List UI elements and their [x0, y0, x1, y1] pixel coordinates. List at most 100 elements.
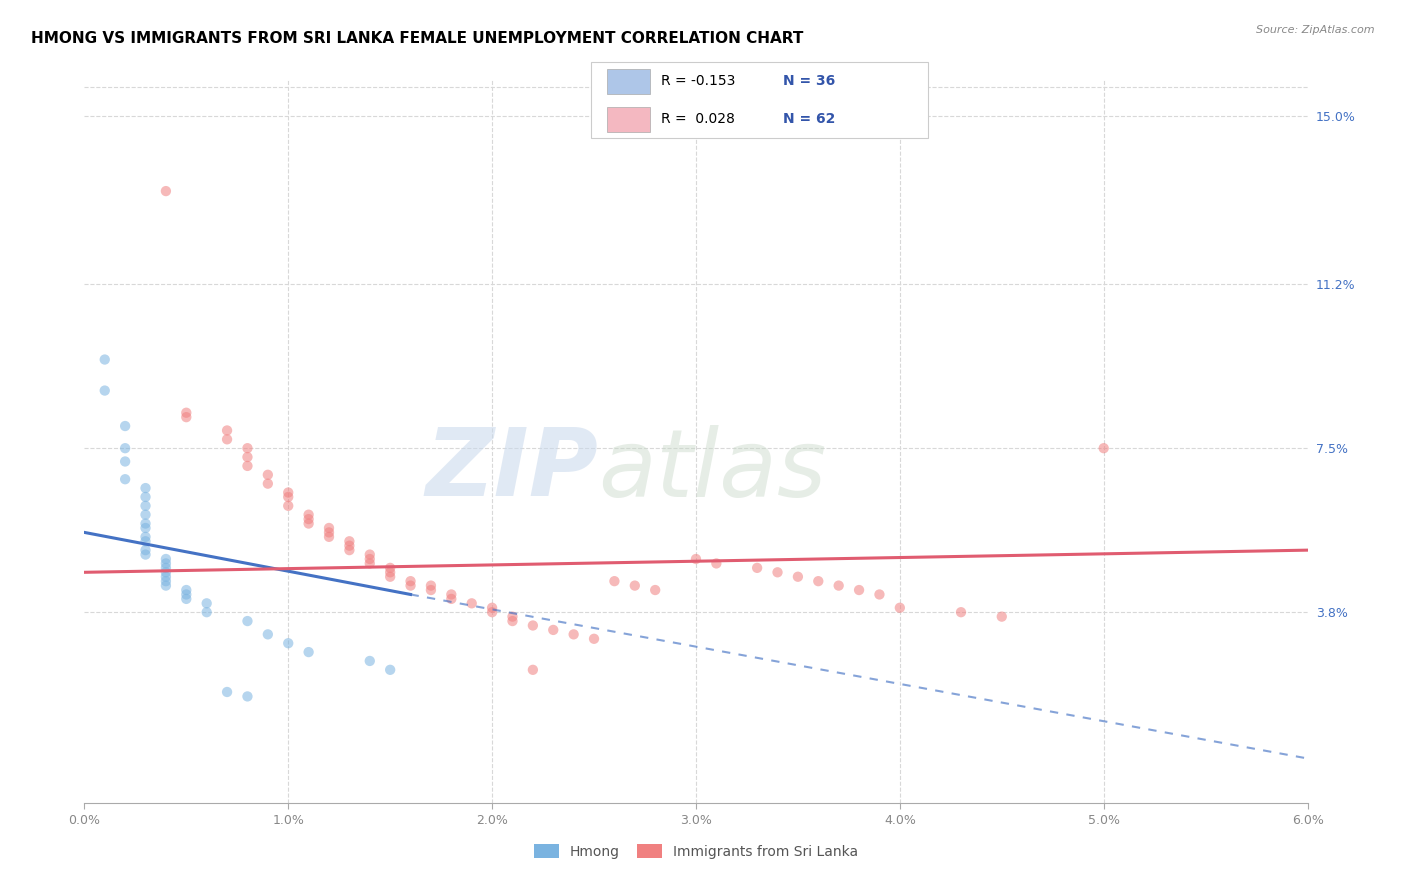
- Text: N = 62: N = 62: [783, 112, 835, 127]
- Point: [420, 582, 443, 597]
- Point: [176, 591, 198, 606]
- Text: atlas: atlas: [598, 425, 827, 516]
- Point: [399, 574, 422, 589]
- Text: HMONG VS IMMIGRANTS FROM SRI LANKA FEMALE UNEMPLOYMENT CORRELATION CHART: HMONG VS IMMIGRANTS FROM SRI LANKA FEMAL…: [31, 31, 803, 46]
- Point: [155, 570, 177, 584]
- Point: [135, 499, 157, 513]
- Point: [706, 557, 728, 571]
- Point: [195, 605, 218, 619]
- Point: [155, 561, 177, 575]
- Point: [420, 579, 443, 593]
- Point: [155, 557, 177, 571]
- Point: [889, 600, 911, 615]
- Point: [298, 512, 321, 526]
- Point: [828, 579, 851, 593]
- Point: [380, 570, 402, 584]
- Point: [685, 552, 707, 566]
- Point: [502, 614, 524, 628]
- Text: ZIP: ZIP: [425, 425, 598, 516]
- Point: [298, 516, 321, 531]
- Point: [562, 627, 585, 641]
- Point: [176, 406, 198, 420]
- Point: [277, 499, 299, 513]
- Point: [236, 450, 259, 464]
- Point: [359, 552, 381, 566]
- Text: R =  0.028: R = 0.028: [661, 112, 735, 127]
- Point: [787, 570, 810, 584]
- Point: [461, 596, 484, 610]
- Point: [135, 548, 157, 562]
- Point: [277, 490, 299, 504]
- Point: [236, 458, 259, 473]
- Point: [135, 516, 157, 531]
- Point: [135, 508, 157, 522]
- Point: [135, 534, 157, 549]
- Point: [135, 481, 157, 495]
- Point: [318, 521, 340, 535]
- Point: [359, 548, 381, 562]
- Point: [93, 352, 117, 367]
- Point: [277, 485, 299, 500]
- Point: [114, 472, 136, 486]
- Point: [257, 627, 280, 641]
- Point: [869, 587, 891, 601]
- Point: [236, 614, 259, 628]
- Point: [114, 419, 136, 434]
- Point: [807, 574, 830, 589]
- Point: [155, 574, 177, 589]
- Point: [176, 582, 198, 597]
- Point: [522, 663, 544, 677]
- Point: [1092, 441, 1115, 455]
- Point: [257, 476, 280, 491]
- Point: [766, 566, 789, 580]
- Point: [155, 552, 177, 566]
- Point: [380, 561, 402, 575]
- Point: [481, 600, 503, 615]
- Point: [135, 490, 157, 504]
- Point: [217, 424, 239, 438]
- Point: [522, 618, 544, 632]
- Point: [950, 605, 973, 619]
- Point: [298, 645, 321, 659]
- Point: [176, 410, 198, 425]
- Point: [318, 530, 340, 544]
- Point: [135, 543, 157, 558]
- Point: [277, 636, 299, 650]
- Legend: Hmong, Immigrants from Sri Lanka: Hmong, Immigrants from Sri Lanka: [529, 838, 863, 864]
- Point: [217, 433, 239, 447]
- Point: [155, 184, 177, 198]
- Point: [339, 543, 361, 558]
- Point: [176, 587, 198, 601]
- Point: [155, 566, 177, 580]
- Point: [440, 591, 463, 606]
- Point: [624, 579, 647, 593]
- Point: [399, 579, 422, 593]
- Point: [502, 609, 524, 624]
- Point: [747, 561, 769, 575]
- Point: [135, 521, 157, 535]
- Point: [440, 587, 463, 601]
- Point: [135, 530, 157, 544]
- Point: [359, 654, 381, 668]
- Point: [298, 508, 321, 522]
- Point: [318, 525, 340, 540]
- Point: [644, 582, 666, 597]
- Point: [114, 454, 136, 468]
- Point: [155, 579, 177, 593]
- Point: [603, 574, 626, 589]
- Point: [380, 566, 402, 580]
- Point: [583, 632, 606, 646]
- Point: [339, 539, 361, 553]
- Point: [93, 384, 117, 398]
- Point: [848, 582, 870, 597]
- Point: [543, 623, 565, 637]
- Text: Source: ZipAtlas.com: Source: ZipAtlas.com: [1257, 25, 1375, 35]
- Point: [359, 557, 381, 571]
- Point: [217, 685, 239, 699]
- Point: [257, 467, 280, 482]
- Point: [481, 605, 503, 619]
- Point: [236, 690, 259, 704]
- Point: [339, 534, 361, 549]
- Point: [991, 609, 1014, 624]
- Point: [114, 441, 136, 455]
